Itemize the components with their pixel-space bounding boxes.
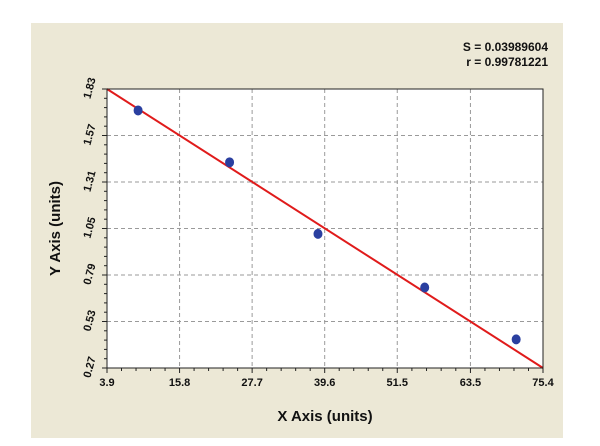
fit-line xyxy=(106,88,544,369)
y-tick-label: 1.05 xyxy=(82,216,99,240)
data-point xyxy=(133,105,143,116)
y-tick-label: 0.53 xyxy=(82,309,99,333)
data-points xyxy=(133,105,521,345)
y-tick-label: 1.57 xyxy=(82,123,99,147)
x-tick-label: 51.5 xyxy=(387,377,408,389)
s-value: S = 0.03989604 xyxy=(462,40,548,54)
y-tick-label: 1.31 xyxy=(82,169,99,193)
x-axis-label: X Axis (units) xyxy=(277,408,372,425)
x-tick-label: 15.8 xyxy=(169,377,190,389)
plot-frame xyxy=(106,88,544,369)
y-axis-label: Y Axis (units) xyxy=(47,181,64,276)
tick-labels: 3.9 15.8 27.7 39.6 51.5 63.5 75.4 0.27 0.53 0.79 1… xyxy=(82,76,555,389)
y-tick-label: 1.83 xyxy=(82,76,99,100)
x-tick-label: 27.7 xyxy=(241,377,262,389)
x-tick-label: 63.5 xyxy=(460,377,481,389)
x-tick-label: 3.9 xyxy=(99,377,114,389)
regression-stats: S = 0.03989604 r = 0.99781221 xyxy=(463,40,548,70)
x-tick-label: 75.4 xyxy=(532,377,554,389)
data-point xyxy=(420,282,430,293)
data-point xyxy=(511,334,521,345)
y-tick-label: 0.27 xyxy=(82,355,99,379)
data-point xyxy=(313,228,323,239)
x-tick-label: 39.6 xyxy=(314,377,335,389)
fit-line-layer xyxy=(106,88,544,369)
y-tick-label: 0.79 xyxy=(82,262,99,286)
data-point xyxy=(225,157,235,168)
r-value: r = 0.99781221 xyxy=(466,55,548,69)
